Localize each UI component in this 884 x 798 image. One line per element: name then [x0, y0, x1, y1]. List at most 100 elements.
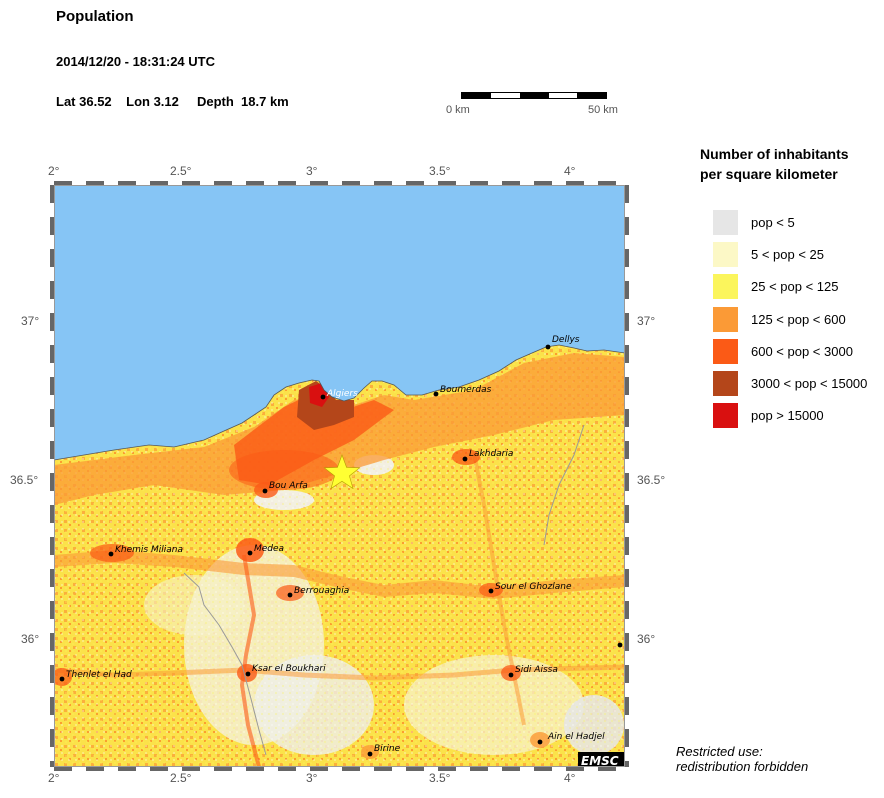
lat-label: Lat [56, 94, 76, 109]
map-border-ticks [50, 181, 629, 771]
scale-bar-segment [577, 93, 606, 98]
city-berrouaghia: Berrouaghia [287, 586, 349, 598]
city-label: Birine [374, 744, 401, 754]
legend-label: pop < 5 [751, 215, 795, 230]
city-marker [108, 551, 114, 557]
legend-swatch [713, 339, 738, 364]
legend-swatch [713, 307, 738, 332]
depth-label: Depth [196, 94, 234, 109]
city-label: Dellys [552, 335, 580, 345]
scale-bar [461, 92, 607, 99]
city-ain-el-hadjel: Ain el Hadjel [537, 732, 605, 745]
city-lakhdaria: Lakhdaria [462, 449, 513, 462]
land-area [54, 345, 625, 767]
city-marker [462, 456, 468, 462]
legend-swatch [713, 242, 738, 267]
city-algiers: Algiers [320, 389, 358, 400]
legend-title: Number of inhabitants per square kilomet… [700, 144, 880, 184]
lon-tick-bottom: 3° [306, 771, 318, 785]
event-coordinates: Lat 36.52 Lon 3.12 Depth 18.7 km [56, 94, 289, 109]
city-label: Algiers [326, 389, 358, 399]
lon-value: 3.12 [153, 94, 179, 109]
epicenter-star-icon[interactable] [323, 454, 361, 490]
city-label: Bou Arfa [269, 481, 308, 491]
legend-swatch [713, 371, 738, 396]
city-label: Lakhdaria [469, 449, 513, 459]
legend-label: pop > 15000 [751, 408, 824, 423]
lon-tick-top: 4° [564, 164, 576, 178]
legend-item: 600 < pop < 3000 [713, 339, 883, 365]
legend-label: 25 < pop < 125 [751, 279, 839, 294]
city-khemis-miliana: Khemis Miliana [108, 545, 183, 557]
city-marker [262, 488, 268, 494]
lat-tick-left: 36.5° [10, 473, 39, 487]
legend-item: pop > 15000 [713, 403, 883, 429]
city-ksar-el-boukhari: Ksar el Boukhari [245, 664, 326, 677]
lon-tick-bottom: 3.5° [429, 771, 451, 785]
city-marker [508, 672, 514, 678]
city-label: Berrouaghia [294, 586, 349, 596]
city-label: Thenlet el Had [66, 670, 132, 680]
city-label: Ksar el Boukhari [252, 664, 326, 674]
city-marker [617, 642, 623, 648]
legend-label: 5 < pop < 25 [751, 247, 825, 262]
map-frame [54, 185, 625, 767]
map-title: Population [56, 8, 134, 25]
city-dellys: Dellys [545, 335, 580, 350]
legend-title-line2: per square kilometer [700, 166, 838, 182]
lon-tick-bottom: 4° [564, 771, 576, 785]
lat-tick-left: 37° [21, 314, 40, 328]
population-map[interactable]: Dellys Algiers Boumerdas Lakhdaria Bou A… [54, 185, 625, 767]
coastline [54, 344, 625, 461]
city-sidi-aissa: Sidi Aissa [508, 665, 558, 678]
lon-tick-bottom: 2° [48, 771, 60, 785]
city-marker [367, 751, 373, 757]
city-marker [59, 676, 65, 682]
city-boumerdas: Boumerdas [433, 385, 492, 397]
legend-item: 5 < pop < 25 [713, 242, 883, 268]
city-label: Ain el Hadjel [547, 732, 605, 742]
restricted-line1: Restricted use: [676, 744, 763, 759]
restricted-use-notice: Restricted use: redistribution forbidden [676, 744, 808, 774]
lat-tick-right: 36.5° [637, 473, 666, 487]
legend-swatch [713, 403, 738, 428]
lon-tick-top: 2.5° [170, 164, 192, 178]
legend-label: 3000 < pop < 15000 [751, 376, 868, 391]
lat-tick-right: 37° [637, 314, 656, 328]
scale-bar-segment [462, 93, 491, 98]
legend-item: pop < 5 [713, 210, 883, 236]
legend-item: 125 < pop < 600 [713, 307, 883, 333]
city-bou-arfa: Bou Arfa [262, 481, 308, 494]
lon-tick-top: 3.5° [429, 164, 451, 178]
city-marker [245, 671, 251, 677]
restricted-line2: redistribution forbidden [676, 759, 809, 774]
city-marker [545, 344, 551, 350]
city-marker [537, 739, 543, 745]
lat-tick-left: 36° [21, 632, 40, 646]
city-label: Boumerdas [440, 385, 492, 395]
city-birine: Birine [367, 744, 401, 757]
scale-bar-segment [520, 93, 549, 98]
city-marker [247, 550, 253, 556]
city-marker [433, 391, 439, 397]
lon-tick-top: 3° [306, 164, 318, 178]
city-marker [320, 394, 326, 400]
lon-tick-bottom: 2.5° [170, 771, 192, 785]
legend-label: 600 < pop < 3000 [751, 344, 853, 359]
legend-swatch [713, 210, 738, 235]
city-marker [287, 592, 293, 598]
lat-tick-right: 36° [637, 632, 656, 646]
legend-item: 3000 < pop < 15000 [713, 371, 883, 397]
legend-title-line1: Number of inhabitants [700, 146, 849, 162]
city-label: Medea [254, 544, 284, 554]
city-sour-el-ghozlane: Sour el Ghozlane [488, 582, 572, 594]
legend-item: 25 < pop < 125 [713, 274, 883, 300]
lon-tick-top: 2° [48, 164, 60, 178]
city-medea: Medea [247, 544, 284, 556]
depth-value: 18.7 km [241, 94, 289, 109]
city-label: Sour el Ghozlane [495, 582, 572, 592]
emsc-logo-bg [578, 752, 625, 767]
emsc-logo: EMSC [581, 754, 619, 767]
legend-label: 125 < pop < 600 [751, 312, 846, 327]
lon-label: Lon [126, 94, 150, 109]
